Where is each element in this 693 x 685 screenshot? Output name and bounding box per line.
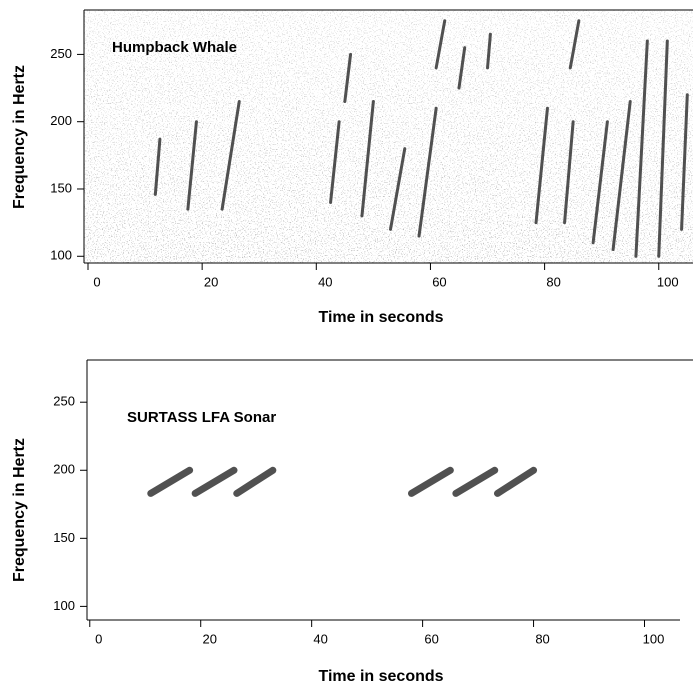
call-streak — [591, 120, 609, 245]
call-streak — [147, 466, 194, 497]
y-tick-label: 100 — [50, 248, 72, 263]
call-streak — [568, 19, 581, 70]
call-streak — [191, 466, 238, 497]
x-tick-label: 20 — [204, 274, 218, 289]
x-tick-label: 0 — [95, 631, 102, 646]
call-streak — [434, 19, 447, 70]
call-streak — [186, 120, 198, 211]
y-axis-title: Frequency in Hertz — [11, 65, 28, 209]
x-tick-label: 40 — [313, 631, 327, 646]
x-tick-label: 100 — [643, 631, 665, 646]
call-streak — [563, 120, 575, 225]
call-streak — [408, 466, 454, 497]
y-tick-label: 250 — [50, 46, 72, 61]
calls — [147, 466, 538, 497]
x-axis-title: Time in seconds — [318, 668, 443, 685]
y-tick-label: 250 — [53, 394, 75, 409]
call-streak — [452, 466, 499, 497]
x-tick-label: 40 — [318, 274, 332, 289]
x-tick-label: 100 — [657, 274, 679, 289]
x-tick-label: 60 — [424, 631, 438, 646]
call-streak — [153, 137, 162, 196]
call-streak — [634, 39, 649, 258]
noise-speckle — [84, 10, 693, 263]
annotation: SURTASS LFA Sonar — [127, 409, 276, 426]
noise — [84, 10, 693, 263]
call-streak — [233, 466, 277, 497]
y-tick-label: 150 — [50, 180, 72, 195]
call-streak — [360, 100, 375, 218]
y-tick-label: 200 — [50, 113, 72, 128]
call-streak — [534, 106, 549, 225]
x-tick-label: 80 — [535, 631, 549, 646]
y-tick-label: 200 — [53, 462, 75, 477]
call-streak — [457, 46, 467, 90]
x-tick-label: 0 — [93, 274, 100, 289]
call-streak — [343, 52, 353, 104]
call-streak — [388, 147, 407, 231]
call-streak — [329, 120, 341, 204]
x-tick-label: 20 — [202, 631, 216, 646]
calls — [153, 19, 689, 258]
call-streak — [611, 100, 632, 252]
y-axis-title: Frequency in Hertz — [11, 438, 28, 582]
x-tick-label: 60 — [432, 274, 446, 289]
call-streak — [680, 93, 689, 231]
y-tick-label: 150 — [53, 530, 75, 545]
call-streak — [493, 466, 538, 497]
annotation: Humpback Whale — [112, 39, 237, 56]
y-tick-label: 100 — [53, 598, 75, 613]
call-streak — [417, 106, 438, 238]
x-axis-title: Time in seconds — [318, 309, 443, 326]
x-tick-label: 80 — [546, 274, 560, 289]
call-streak — [486, 32, 492, 70]
call-streak — [657, 39, 669, 258]
call-streak — [220, 100, 241, 211]
